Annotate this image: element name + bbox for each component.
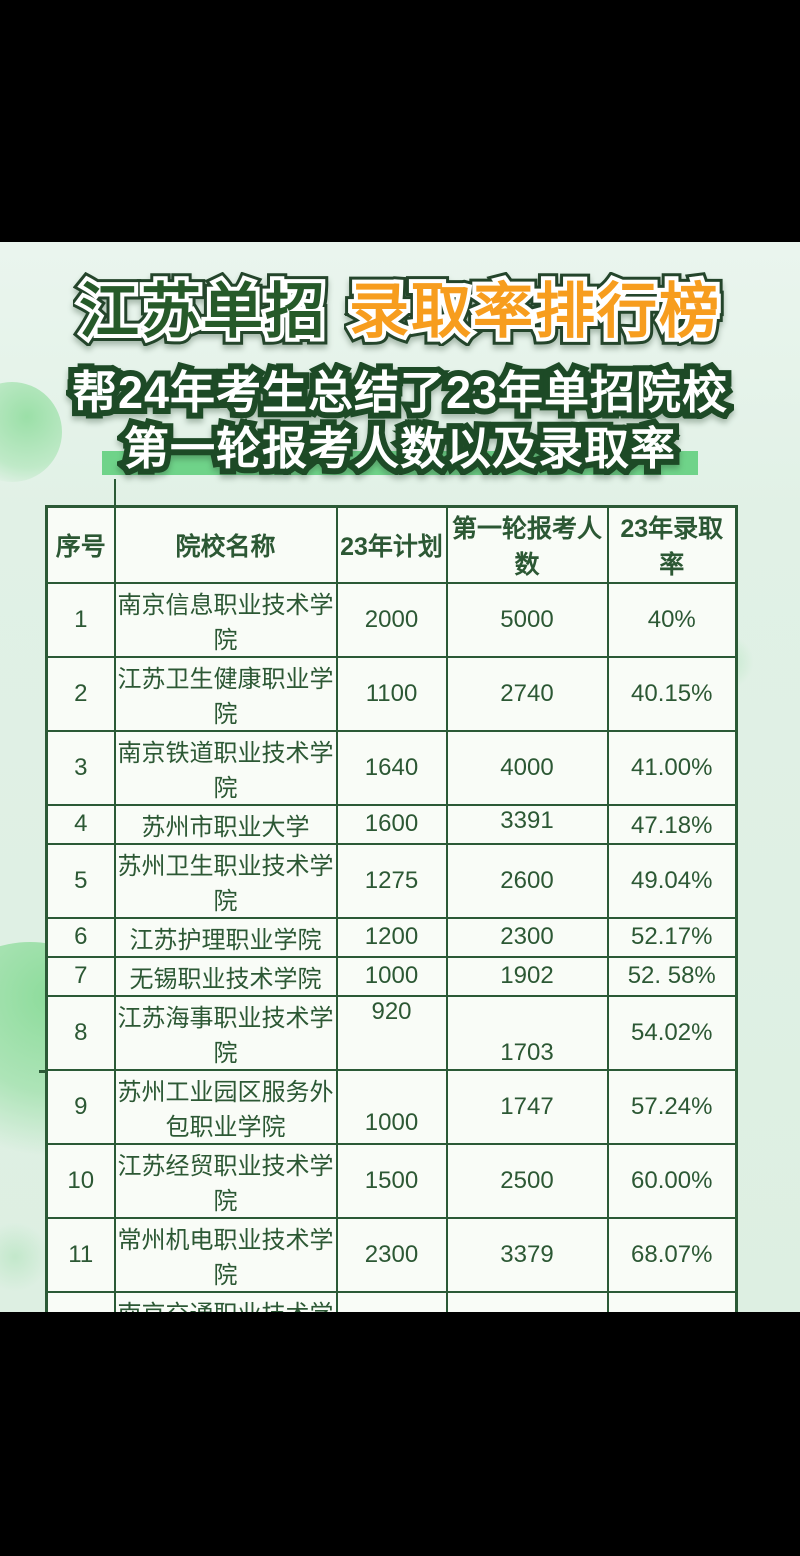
cell-school: 江苏卫生健康职业学院 [113,655,338,732]
cell-applicants: 1703 [445,994,609,1071]
cell-applicants: 3391 [445,803,609,845]
cell-school: 南京交通职业技术学院 [113,1290,338,1312]
cell-applicants: 3379 [445,1216,609,1293]
cell-plan: 920 [335,994,448,1071]
table-row: 7 无锡职业技术学院 1000 1902 52. 58% [45,955,738,997]
table-row: 10 江苏经贸职业技术学院 1500 2500 60.00% [45,1142,738,1219]
ranking-table-wrap: 序号 院校名称 23年计划 第一轮报考人数 23年录取率 1 南京信息职业技术学… [39,478,738,1312]
ranking-table: 序号 院校名称 23年计划 第一轮报考人数 23年录取率 1 南京信息职业技术学… [45,504,738,1312]
cell-plan: 1100 [335,655,448,732]
cell-plan: 1200 [335,916,448,958]
cell-applicants: 2300 [445,916,609,958]
cell-seq: 1 [45,581,116,658]
cell-applicants: 2500 [445,1142,609,1219]
cell-applicants: 1747 [445,1068,609,1145]
cell-school: 江苏护理职业学院 [113,916,338,958]
cell-school: 苏州卫生职业技术学院 [113,842,338,919]
title-green: 江苏单招 江苏单招 江苏单招 [72,271,332,352]
letterbox-top [0,0,800,242]
cell-applicants: 1902 [445,955,609,997]
cell-school: 苏州市职业大学 [113,803,338,845]
cell-seq: 12 [45,1290,116,1312]
table-row: 6 江苏护理职业学院 1200 2300 52.17% [45,916,738,958]
cell-school: 南京铁道职业技术学院 [113,729,338,806]
cell-school: 常州机电职业技术学院 [113,1216,338,1293]
cell-rate: 54.02% [606,994,738,1071]
table-row: 3 南京铁道职业技术学院 1640 4000 41.00% [45,729,738,806]
stitch-artifact-tick-left [39,1069,47,1073]
cell-seq: 9 [45,1068,116,1145]
cell-seq: 10 [45,1142,116,1219]
table-row: 1 南京信息职业技术学院 2000 5000 40% [45,581,738,658]
cell-seq: 5 [45,842,116,919]
cell-seq: 6 [45,916,116,958]
cell-seq: 11 [45,1216,116,1293]
cell-rate: 41.00% [606,729,738,806]
subtitle-line1: 帮24年考生总结了23年单招院校 帮24年考生总结了23年单招院校 [66,361,733,424]
cell-rate: 40.15% [606,655,738,732]
cell-applicants: 2740 [445,655,609,732]
column-header-seq: 序号 [45,505,116,584]
circle-decoration-4 [0,1222,50,1292]
highlight-bar [101,450,698,475]
cell-applicants: 2190 [445,1290,609,1312]
cell-plan: 1600 [335,803,448,845]
table-row: 9 苏州工业园区服务外包职业学院 1000 1747 57.24% [45,1068,738,1145]
cell-rate: 40% [606,581,738,658]
cell-plan: 2300 [335,1216,448,1293]
cell-school: 无锡职业技术学院 [113,955,338,997]
cell-school: 南京信息职业技术学院 [113,581,338,658]
cell-plan: 1640 [335,729,448,806]
cell-plan: 1275 [335,842,448,919]
cell-plan: 1000 [335,955,448,997]
title-orange: 录取率排行榜 录取率排行榜 录取率排行榜 [342,271,726,352]
cell-applicants: 2600 [445,842,609,919]
cell-school: 江苏经贸职业技术学院 [113,1142,338,1219]
cell-plan: 1500 [335,1290,448,1312]
cell-seq: 7 [45,955,116,997]
cell-seq: 3 [45,729,116,806]
table-header-row: 序号 院校名称 23年计划 第一轮报考人数 23年录取率 [45,505,738,584]
cell-rate: 60.00% [606,1142,738,1219]
cell-rate: 57.24% [606,1068,738,1145]
letterbox-bottom [0,1312,800,1556]
column-header-school: 院校名称 [113,505,338,584]
cell-seq: 4 [45,803,116,845]
table-row: 12 南京交通职业技术学院 1500 2190 68.49% [45,1290,738,1312]
table-row: 8 江苏海事职业技术学院 920 1703 54.02% [45,994,738,1071]
cell-school: 江苏海事职业技术学院 [113,994,338,1071]
cell-school: 苏州工业园区服务外包职业学院 [113,1068,338,1145]
subtitle-line2: 第一轮报考人数以及录取率 第一轮报考人数以及录取率 [118,417,681,480]
table-row: 5 苏州卫生职业技术学院 1275 2600 49.04% [45,842,738,919]
cell-seq: 2 [45,655,116,732]
cell-plan: 1000 [335,1068,448,1145]
cell-seq: 8 [45,994,116,1071]
cell-rate: 49.04% [606,842,738,919]
page-title: 江苏单招 江苏单招 江苏单招 录取率排行榜 录取率排行榜 录取率排行榜 [0,271,800,352]
table-row: 4 苏州市职业大学 1600 3391 47.18% [45,803,738,845]
table-row: 2 江苏卫生健康职业学院 1100 2740 40.15% [45,655,738,732]
poster: 江苏单招 江苏单招 江苏单招 录取率排行榜 录取率排行榜 录取率排行榜 帮24年… [0,242,800,1312]
column-header-applicants: 第一轮报考人数 [445,505,609,584]
column-header-rate: 23年录取率 [606,505,738,584]
cell-applicants: 4000 [445,729,609,806]
cell-rate: 47.18% [606,803,738,845]
column-header-plan: 23年计划 [335,505,448,584]
cell-rate: 68.49% [606,1290,738,1312]
cell-plan: 1500 [335,1142,448,1219]
cell-rate: 52. 58% [606,955,738,997]
cell-rate: 52.17% [606,916,738,958]
cell-rate: 68.07% [606,1216,738,1293]
stitch-artifact-tick [114,478,116,505]
cell-applicants: 5000 [445,581,609,658]
table-row: 11 常州机电职业技术学院 2300 3379 68.07% [45,1216,738,1293]
cell-plan: 2000 [335,581,448,658]
subtitle: 帮24年考生总结了23年单招院校 帮24年考生总结了23年单招院校 第一轮报考人… [0,361,800,480]
